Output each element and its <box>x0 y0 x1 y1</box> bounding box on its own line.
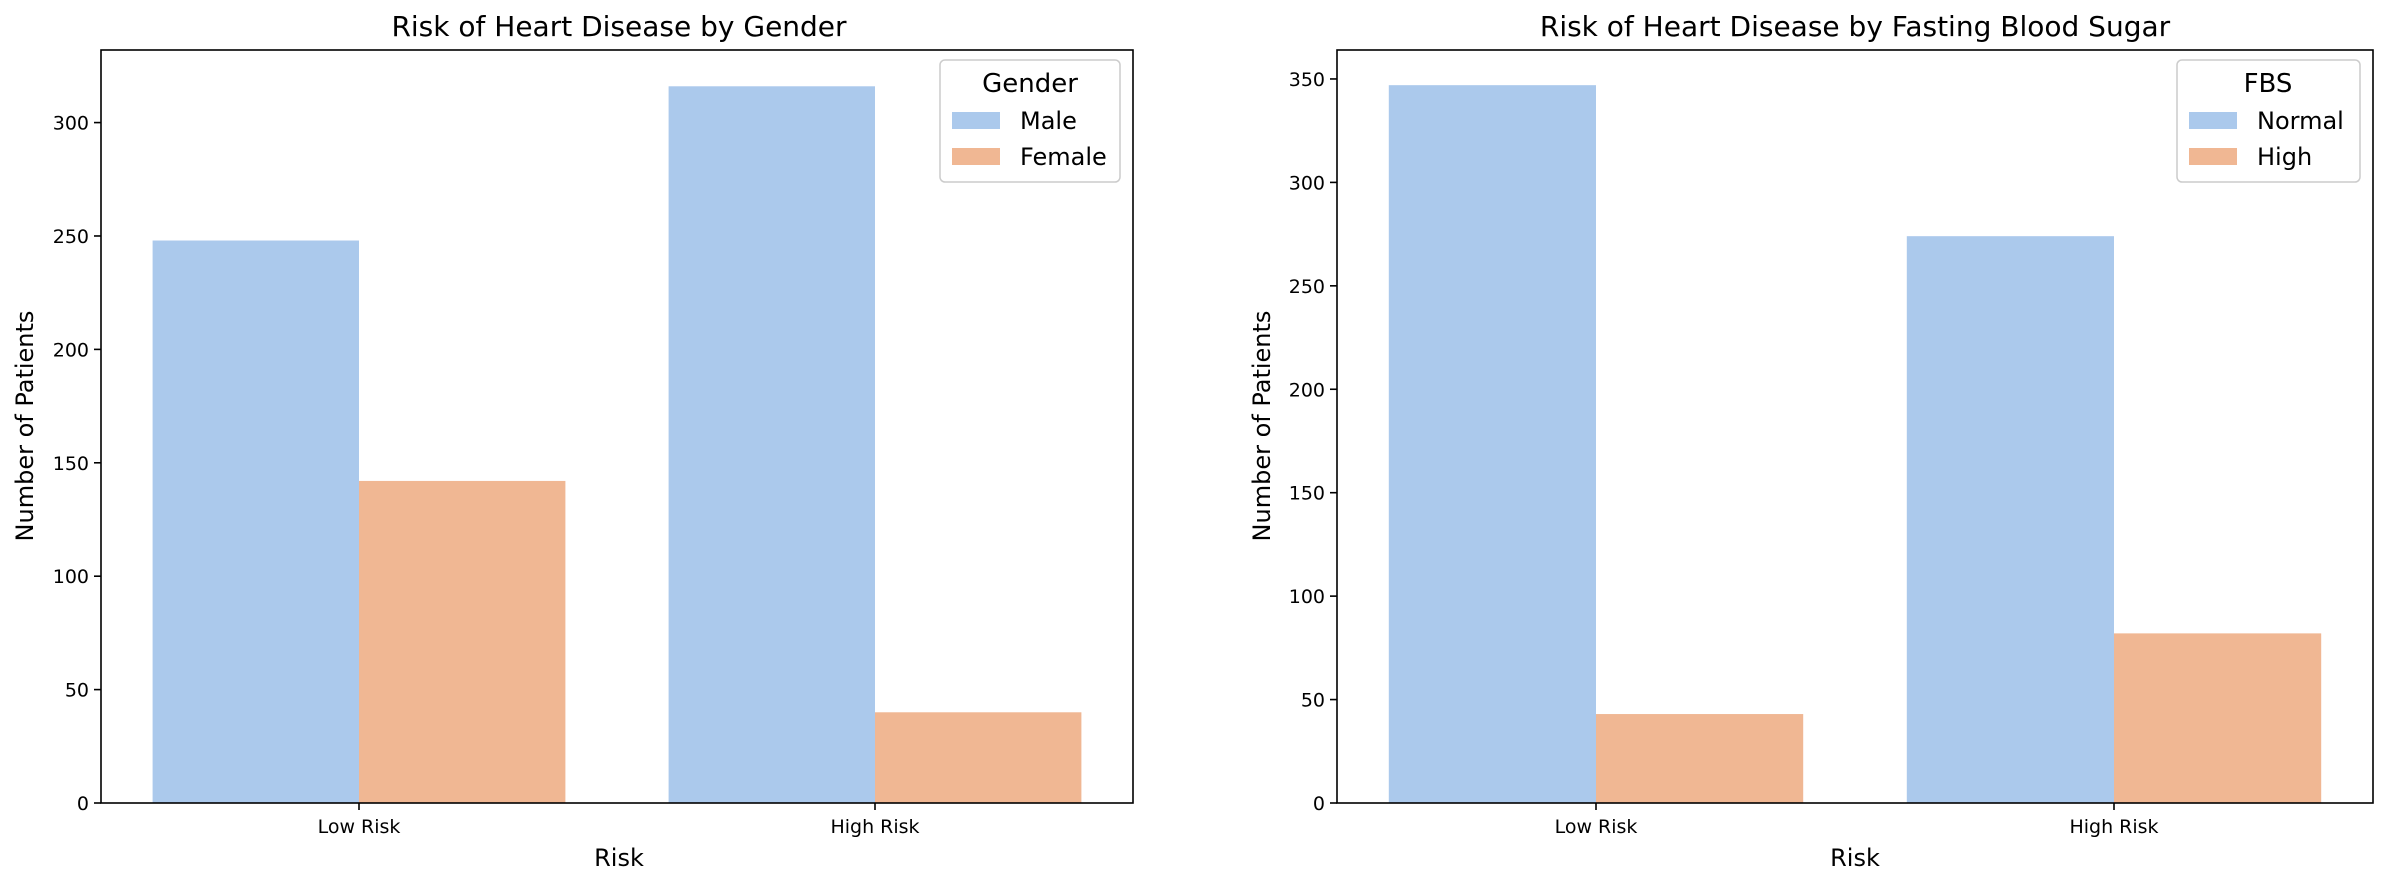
plot-frame <box>100 49 1134 804</box>
y-tick-label: 250 <box>53 226 89 248</box>
y-tick-label: 300 <box>53 113 89 135</box>
bar-group <box>1388 85 2322 804</box>
x-tick-label: High Risk <box>830 816 919 838</box>
fbs-risk-chart: Risk of Heart Disease by Fasting Blood S… <box>1248 10 2374 872</box>
y-ticks: 0 50 100 150 200 250 300 350 <box>1289 69 1337 815</box>
legend-swatch-female <box>952 148 1000 165</box>
y-tick-label: 100 <box>1289 586 1325 608</box>
bar-female-low-risk <box>359 480 566 803</box>
bar-group <box>152 86 1082 804</box>
y-tick-label: 350 <box>1289 69 1325 91</box>
bar-male-high-risk <box>668 86 875 804</box>
y-axis-label: Number of Patients <box>11 311 39 542</box>
y-tick-label: 200 <box>53 339 89 361</box>
y-tick-label: 250 <box>1289 276 1325 298</box>
legend-label-normal: Normal <box>2257 107 2344 135</box>
legend-label-male: Male <box>1020 107 1077 135</box>
y-tick-label: 150 <box>53 453 89 475</box>
y-ticks: 0 50 100 150 200 250 300 <box>53 113 101 815</box>
y-tick-label: 150 <box>1289 483 1325 505</box>
y-tick-label: 200 <box>1289 379 1325 401</box>
x-tick-label: Low Risk <box>318 816 401 838</box>
legend-label-female: Female <box>1020 143 1107 171</box>
legend: FBS Normal High <box>2176 59 2361 183</box>
bar-high-low-risk <box>1596 714 1804 803</box>
plot-frame <box>1336 49 2374 804</box>
bar-normal-high-risk <box>1906 236 2114 803</box>
y-tick-label: 0 <box>77 793 89 815</box>
x-tick-label: Low Risk <box>1555 816 1638 838</box>
chart-title: Risk of Heart Disease by Gender <box>391 10 847 43</box>
legend-title: Gender <box>982 69 1078 99</box>
legend-swatch-normal <box>2189 112 2237 129</box>
chart-title: Risk of Heart Disease by Fasting Blood S… <box>1540 10 2171 43</box>
legend-label-high: High <box>2257 143 2312 171</box>
gender-risk-chart: Risk of Heart Disease by Gender Risk Num… <box>11 10 1134 872</box>
x-tick-label: High Risk <box>2069 816 2158 838</box>
bar-normal-low-risk <box>1388 85 1596 804</box>
y-tick-label: 300 <box>1289 172 1325 194</box>
y-tick-label: 100 <box>53 566 89 588</box>
x-axis-label: Risk <box>1830 844 1880 872</box>
y-axis-label: Number of Patients <box>1248 311 1276 542</box>
legend-swatch-high <box>2189 148 2237 165</box>
bar-male-low-risk <box>152 240 359 803</box>
x-axis-label: Risk <box>594 844 644 872</box>
x-ticks: Low Risk High Risk <box>1555 803 2159 838</box>
y-tick-label: 50 <box>1301 690 1325 712</box>
bar-high-high-risk <box>2114 633 2322 803</box>
y-tick-label: 50 <box>65 680 89 702</box>
x-ticks: Low Risk High Risk <box>318 803 920 838</box>
legend: Gender Male Female <box>939 59 1121 183</box>
bar-female-high-risk <box>875 712 1082 803</box>
legend-swatch-male <box>952 112 1000 129</box>
y-tick-label: 0 <box>1313 793 1325 815</box>
legend-title: FBS <box>2244 69 2293 99</box>
